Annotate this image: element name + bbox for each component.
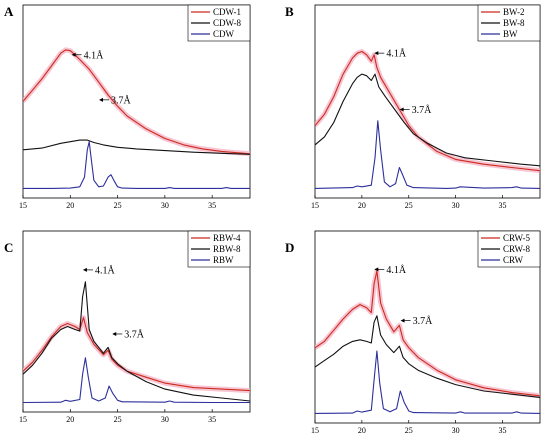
annotation-arrowhead (112, 331, 117, 336)
panel-letter: C (4, 240, 13, 255)
series-halo-cdw-1 (23, 47, 250, 157)
plot-frame (22, 230, 251, 413)
series-line-bw (315, 120, 540, 189)
x-tick-label: 35 (208, 415, 216, 424)
annotation-label: 4.1Å (95, 264, 116, 276)
legend-label: RBW (213, 255, 234, 265)
panel-b: B 15 20 25 30 35 4.1Å 3.7Å BW-2BW-8BW (285, 4, 541, 210)
legend-label: CDW-1 (213, 7, 241, 17)
annotation-label: 4.1Å (386, 48, 407, 60)
x-tick-label: 20 (66, 201, 74, 210)
series-line-bw-8 (315, 73, 540, 167)
x-tick-label: 30 (452, 201, 460, 210)
x-tick-label: 15 (311, 426, 319, 435)
x-tick-label: 35 (499, 201, 507, 210)
legend-label: CDW (213, 29, 235, 39)
panel-letter: A (4, 4, 14, 19)
x-tick-label: 25 (405, 426, 413, 435)
x-tick-label: 15 (19, 201, 27, 210)
series-line-crw-5 (315, 270, 540, 397)
series-line-cdw-1 (23, 49, 250, 155)
series-line-rbw (23, 357, 250, 404)
x-tick-label: 25 (405, 201, 413, 210)
x-tick-label: 30 (161, 415, 169, 424)
x-tick-label: 30 (452, 426, 460, 435)
legend-label: BW-8 (503, 18, 525, 28)
annotation-label: 3.7Å (111, 94, 131, 106)
panel-letter: D (285, 240, 294, 255)
series-line-crw-8 (315, 315, 540, 398)
series-halo-crw-5 (315, 268, 540, 399)
series-line-rbw-4 (23, 317, 250, 392)
legend-label: RBW-4 (213, 233, 241, 243)
annotation-arrowhead (82, 267, 87, 272)
x-tick-label: 25 (114, 415, 122, 424)
series-line-crw (315, 350, 540, 414)
series-line-bw-2 (315, 50, 540, 172)
annotation-label: 3.7Å (413, 315, 434, 327)
legend-label: CRW (503, 255, 524, 265)
annotation-label: 3.7Å (412, 104, 433, 116)
legend-label: RBW-8 (213, 244, 241, 254)
annotation-arrowhead (400, 318, 405, 323)
legend-label: BW-2 (503, 7, 525, 17)
annotation-arrowhead (399, 107, 404, 112)
annotation-arrowhead (99, 97, 104, 102)
annotation-arrowhead (71, 52, 76, 57)
series-line-cdw (23, 141, 250, 189)
plot-frame (314, 230, 541, 424)
x-tick-label: 20 (358, 201, 366, 210)
annotation-label: 3.7Å (124, 328, 145, 340)
x-tick-label: 25 (114, 201, 122, 210)
series-line-rbw-8 (23, 281, 250, 402)
legend-label: CRW-5 (503, 233, 531, 243)
x-tick-label: 20 (66, 415, 74, 424)
legend-label: BW (503, 29, 518, 39)
x-tick-label: 35 (208, 201, 216, 210)
legend-label: CDW-8 (213, 18, 241, 28)
x-tick-label: 35 (499, 426, 507, 435)
annotation-label: 4.1Å (84, 49, 105, 61)
legend-label: CRW-8 (503, 244, 531, 254)
x-tick-label: 20 (358, 426, 366, 435)
panel-letter: B (285, 4, 294, 19)
annotation-arrowhead (374, 267, 379, 272)
x-tick-label: 30 (161, 201, 169, 210)
x-tick-label: 15 (19, 415, 27, 424)
annotation-arrowhead (374, 51, 379, 56)
plot-frame (314, 4, 541, 199)
series-line-cdw-8 (23, 139, 250, 155)
legend: BW-2BW-8BW (477, 4, 541, 42)
x-tick-label: 15 (311, 201, 319, 210)
annotation-label: 4.1Å (386, 264, 407, 276)
plot-frame (22, 4, 251, 199)
